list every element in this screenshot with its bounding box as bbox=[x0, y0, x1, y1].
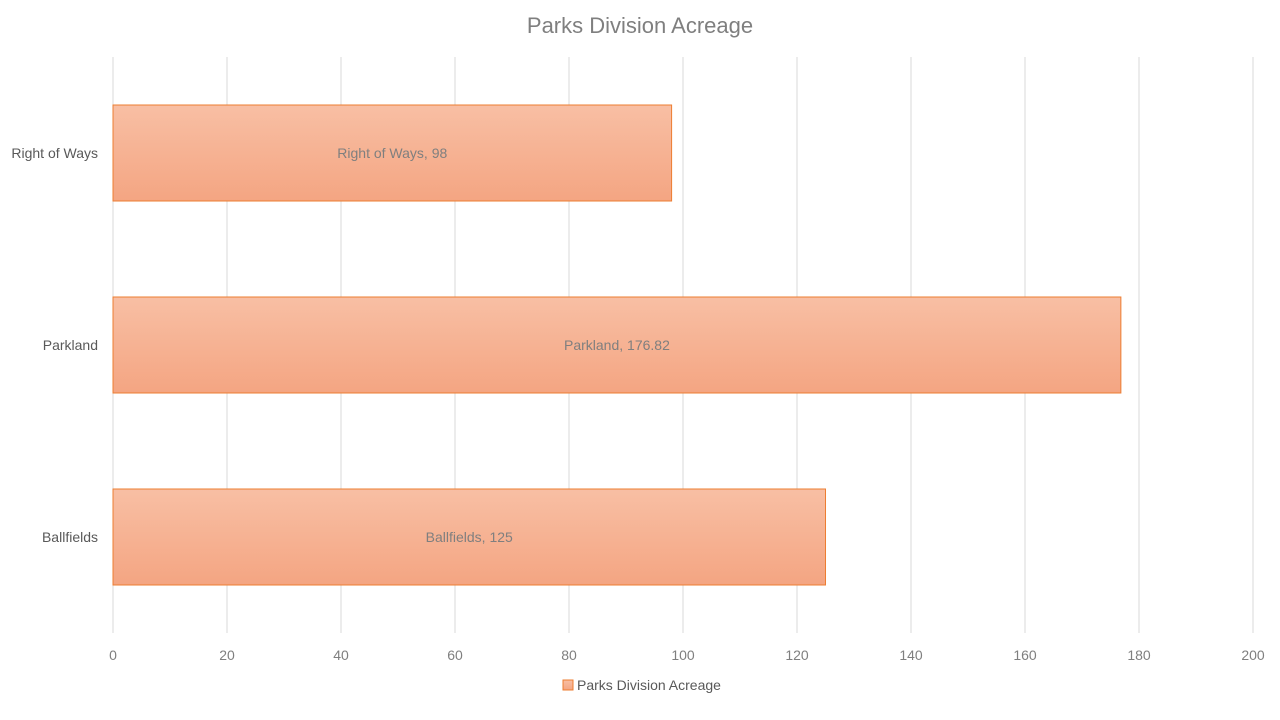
x-tick-label: 0 bbox=[109, 647, 117, 663]
x-tick-label: 180 bbox=[1127, 647, 1151, 663]
legend-label: Parks Division Acreage bbox=[577, 677, 721, 693]
x-axis-tick-labels: 0 20 40 60 80 100 120 140 160 180 200 bbox=[109, 647, 1265, 663]
data-label: Right of Ways, 98 bbox=[337, 145, 447, 161]
x-tick-label: 60 bbox=[447, 647, 463, 663]
x-tick-label: 80 bbox=[561, 647, 577, 663]
x-tick-label: 200 bbox=[1241, 647, 1265, 663]
legend-swatch bbox=[562, 679, 574, 691]
data-label: Ballfields, 125 bbox=[426, 529, 513, 545]
bars: Right of Ways, 98 Parkland, 176.82 Ballfie… bbox=[112, 104, 1122, 586]
x-tick-label: 160 bbox=[1013, 647, 1037, 663]
legend: Parks Division Acreage bbox=[562, 677, 721, 693]
bar-parkland bbox=[112, 296, 1122, 394]
x-tick-label: 140 bbox=[899, 647, 923, 663]
category-label: Right of Ways bbox=[11, 145, 98, 161]
category-labels: Right of Ways Parkland Ballfields bbox=[11, 145, 98, 545]
x-tick-label: 40 bbox=[333, 647, 349, 663]
x-tick-label: 20 bbox=[219, 647, 235, 663]
category-label: Ballfields bbox=[42, 529, 98, 545]
x-tick-label: 120 bbox=[785, 647, 809, 663]
data-label: Parkland, 176.82 bbox=[564, 337, 670, 353]
category-label: Parkland bbox=[43, 337, 98, 353]
x-tick-label: 100 bbox=[671, 647, 695, 663]
chart-title: Parks Division Acreage bbox=[527, 13, 753, 38]
bar-right-of-ways bbox=[112, 104, 673, 202]
bar-ballfields bbox=[112, 488, 826, 586]
